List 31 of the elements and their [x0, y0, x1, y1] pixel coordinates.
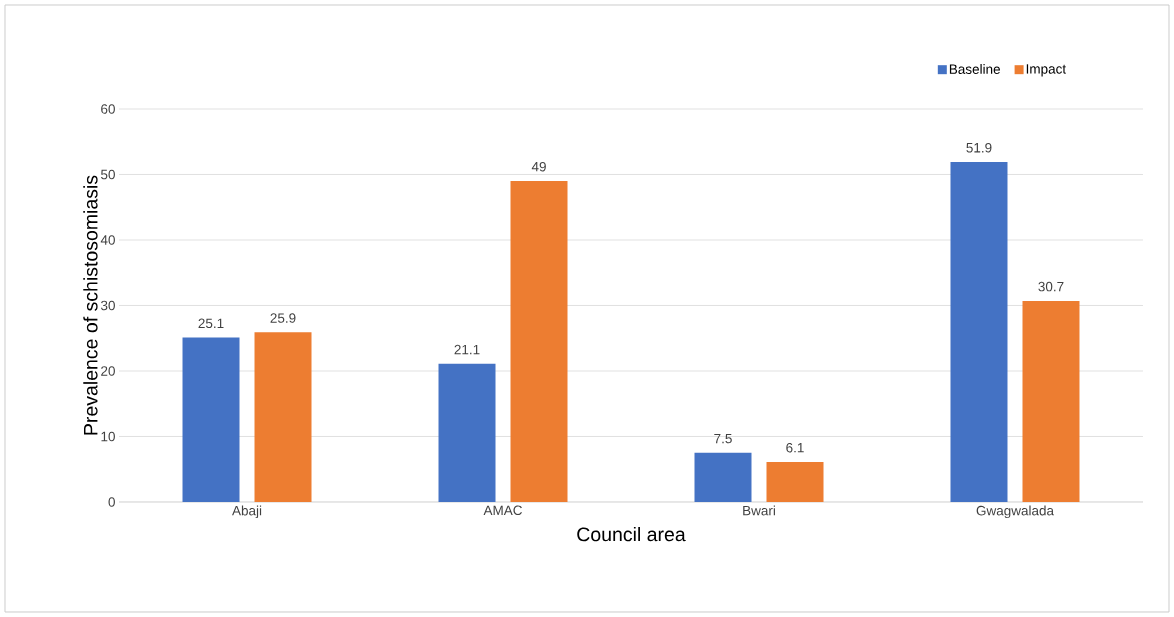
data-label: 25.1: [198, 318, 224, 329]
y-tick-label: 50: [100, 169, 115, 180]
y-tick-label: 30: [100, 300, 115, 311]
y-axis-title: Prevalence of schistosomiasis: [83, 175, 98, 435]
data-label: 51.9: [966, 142, 992, 153]
data-label: 25.9: [270, 313, 296, 323]
y-tick-label: 10: [101, 431, 115, 442]
data-label: 21.1: [454, 344, 480, 355]
y-tick-label: 60: [101, 104, 115, 114]
y-tick-label: 40: [100, 235, 115, 245]
data-label: 30.7: [1038, 281, 1064, 292]
x-tick-label: AMAC: [483, 505, 522, 516]
y-tick-label: 0: [108, 497, 115, 507]
bar: [438, 363, 496, 502]
bar: [182, 337, 240, 502]
bar: [950, 162, 1008, 502]
x-tick-label: Gwagwalada: [976, 505, 1055, 519]
data-label: 7.5: [714, 433, 732, 444]
x-axis-title: Council area: [577, 526, 686, 542]
x-tick-label: Abaji: [232, 505, 262, 519]
bar: [254, 332, 312, 502]
bar: [1022, 300, 1080, 502]
bar: [510, 181, 568, 502]
data-label: 49: [531, 161, 546, 172]
data-label: 6.1: [786, 442, 804, 453]
legend-label: Impact: [1026, 64, 1067, 77]
legend-label: Baseline: [949, 64, 1000, 74]
x-tick-label: Bwari: [743, 505, 775, 516]
bar: [766, 462, 824, 502]
bar: [694, 452, 752, 502]
y-tick-label: 20: [101, 366, 115, 376]
